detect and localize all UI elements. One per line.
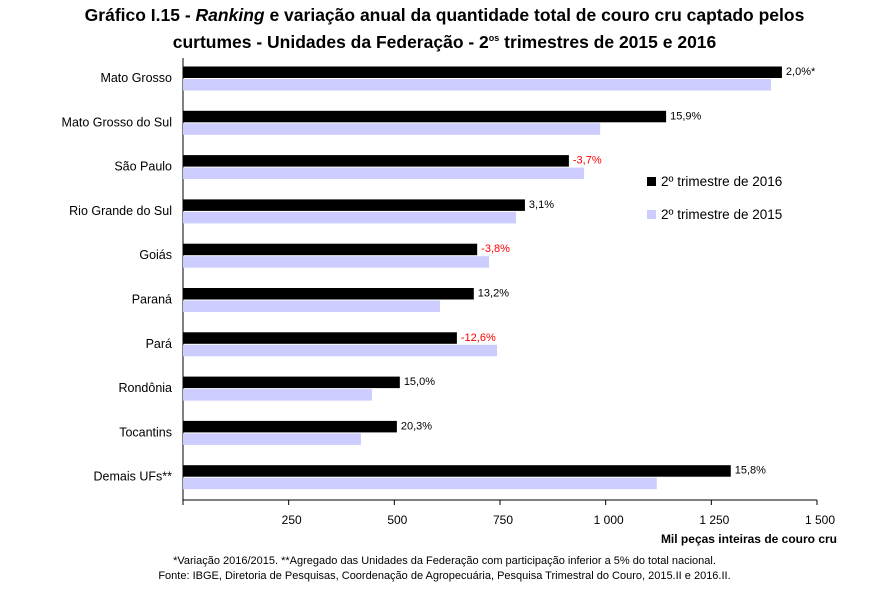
title-prefix: Gráfico I.15 - xyxy=(84,5,196,25)
bar-2015 xyxy=(183,211,517,224)
bar-2016 xyxy=(183,243,478,256)
title-sup: os xyxy=(488,33,500,43)
bar-2016 xyxy=(183,199,525,211)
category-label: Mato Grosso xyxy=(100,71,172,85)
bar-2016 xyxy=(183,420,397,433)
data-label: -3,8% xyxy=(481,243,510,255)
data-label: 15,0% xyxy=(404,376,435,388)
bar-2015 xyxy=(183,123,601,135)
bar-2016 xyxy=(183,332,457,344)
chart-title: Gráfico I.15 - Ranking e variação anual … xyxy=(0,4,889,54)
category-label: São Paulo xyxy=(114,160,172,174)
bar-2015 xyxy=(183,477,657,490)
x-tick-label: 1 250 xyxy=(699,513,729,527)
category-label: Rio Grande do Sul xyxy=(69,204,172,218)
footnote-line1: *Variação 2016/2015. **Agregado das Unid… xyxy=(173,555,716,567)
bar-2015 xyxy=(183,256,490,268)
bar-2016 xyxy=(183,110,667,123)
bar-2016 xyxy=(183,465,731,477)
source-line: Fonte: IBGE, Diretoria de Pesquisas, Coo… xyxy=(158,570,731,582)
category-label: Paraná xyxy=(132,293,172,307)
data-label: -12,6% xyxy=(461,332,496,344)
bar-2015 xyxy=(183,344,498,357)
category-label: Pará xyxy=(146,337,172,351)
x-tick-label: 1 000 xyxy=(594,513,624,527)
bar-2016 xyxy=(183,288,474,300)
legend-label: 2º trimestre de 2016 xyxy=(661,174,782,189)
category-label: Goiás xyxy=(139,248,172,262)
x-axis-label: Mil peças inteiras de couro cru xyxy=(661,532,837,546)
x-tick-label: 750 xyxy=(493,513,513,527)
title-line2: curtumes - Unidades da Federação - 2 xyxy=(172,31,489,52)
category-label: Demais UFs** xyxy=(94,470,173,484)
bar-2015 xyxy=(183,79,771,91)
x-tick-label: 1 500 xyxy=(805,513,835,527)
x-tick-label: 250 xyxy=(282,513,302,527)
title-line2-end: trimestres de 2015 e 2016 xyxy=(499,31,717,52)
title-italic: Ranking xyxy=(195,5,265,25)
bar-2015 xyxy=(183,389,372,401)
category-label: Mato Grosso do Sul xyxy=(62,115,172,129)
category-label: Rondônia xyxy=(118,381,172,395)
data-label: 2,0%* xyxy=(786,66,816,78)
data-label: 20,3% xyxy=(401,420,432,432)
x-tick-label: 500 xyxy=(387,513,407,527)
bar-2015 xyxy=(183,167,585,180)
bar-2015 xyxy=(183,300,440,312)
legend-swatch xyxy=(647,210,656,219)
data-label: 15,9% xyxy=(670,110,701,122)
data-label: 15,8% xyxy=(735,465,766,477)
bar-2016 xyxy=(183,66,782,78)
data-label: 3,1% xyxy=(529,199,554,211)
category-label: Tocantins xyxy=(119,425,172,439)
data-label: -3,7% xyxy=(573,155,602,167)
legend-swatch xyxy=(647,177,656,186)
data-label: 13,2% xyxy=(478,288,509,300)
title-rest: e variação anual da quantidade total de … xyxy=(264,5,805,25)
legend-label: 2º trimestre de 2015 xyxy=(661,207,782,222)
bar-2015 xyxy=(183,433,361,445)
bar-2016 xyxy=(183,376,400,389)
footnote: *Variação 2016/2015. **Agregado das Unid… xyxy=(0,554,889,584)
bar-2016 xyxy=(183,155,569,167)
